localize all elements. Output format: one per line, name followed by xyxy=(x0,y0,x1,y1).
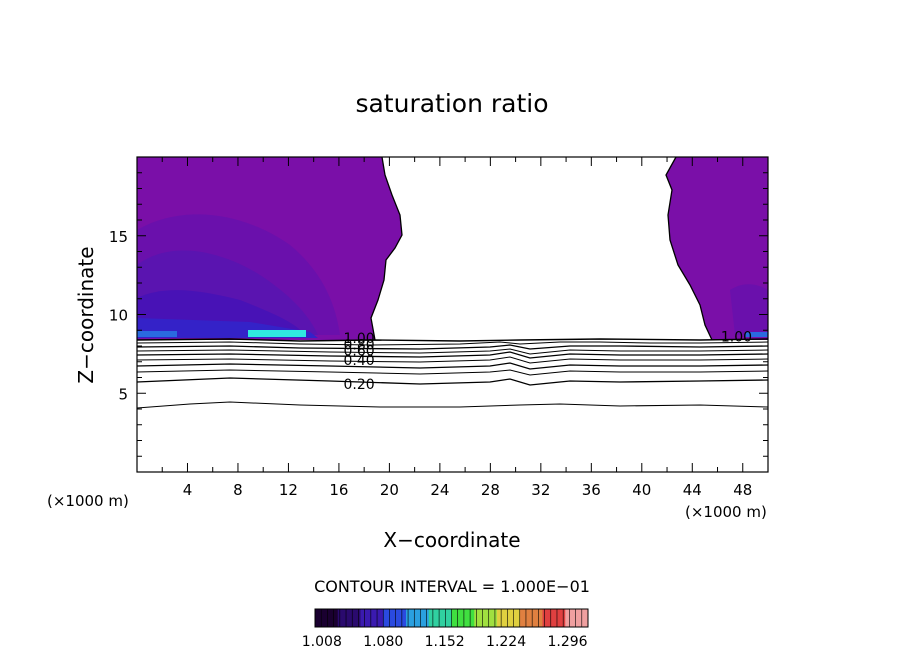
x-tick-label: 20 xyxy=(380,481,399,499)
x-tick-label: 40 xyxy=(632,481,651,499)
colorbar-swatch xyxy=(337,609,361,627)
contour-line xyxy=(136,341,769,346)
left-bright-streak-a xyxy=(137,331,177,337)
colorbar-tick-label: 1.152 xyxy=(425,634,465,650)
colorbar-swatch xyxy=(428,609,452,627)
colorbar-swatch xyxy=(406,609,430,627)
contour-line xyxy=(136,356,769,364)
contour-line xyxy=(136,348,769,355)
colorbar-tick-label: 1.296 xyxy=(547,634,587,650)
contour-label: 0.20 xyxy=(344,377,375,393)
axis-ticks xyxy=(137,157,768,472)
contour-fill-regions xyxy=(137,157,768,340)
x-tick-label: 8 xyxy=(233,481,243,499)
colorbar xyxy=(315,609,589,627)
x-tick-label: 16 xyxy=(329,481,348,499)
colorbar-swatch xyxy=(497,609,521,627)
right-boundary xyxy=(665,156,713,341)
contour-label: 0.40 xyxy=(344,353,375,369)
colorbar-swatch xyxy=(315,609,339,627)
saturation-boundary-lines xyxy=(370,156,713,341)
contour-line xyxy=(136,351,769,359)
x-tick-label: 48 xyxy=(733,481,752,499)
contour-line xyxy=(136,377,769,386)
contour-label: 0.60 xyxy=(344,344,375,360)
colorbar-swatch xyxy=(474,609,498,627)
x-tick-label: 36 xyxy=(582,481,601,499)
y-tick-label: 10 xyxy=(109,307,128,325)
colorbar-swatch xyxy=(519,609,543,627)
right-bright-streak xyxy=(745,332,768,337)
y-tick-label: 15 xyxy=(109,228,128,246)
colorbar-tick-label: 1.008 xyxy=(302,634,342,650)
x-tick-label: 12 xyxy=(279,481,298,499)
colorbar-swatch xyxy=(451,609,475,627)
contour-label: 1.00 xyxy=(721,330,752,346)
x-tick-label: 28 xyxy=(481,481,500,499)
x-unit-right: (×1000 m) xyxy=(685,503,767,521)
subsaturation-contour-lines xyxy=(136,338,769,409)
contour-line xyxy=(136,369,769,376)
contour-label: 0.80 xyxy=(344,337,375,353)
x-tick-label: 24 xyxy=(430,481,449,499)
colorbar-labels: 1.008 1.080 1.152 1.224 1.296 xyxy=(302,634,588,650)
right-mid-band xyxy=(730,284,768,335)
colorbar-frame xyxy=(314,608,589,628)
contour-labels: 1.000.800.600.400.201.00 xyxy=(344,330,753,393)
colorbar-tick-label: 1.080 xyxy=(363,634,403,650)
x-tick-label: 32 xyxy=(531,481,550,499)
x-unit-left: (×1000 m) xyxy=(47,492,129,510)
chart-title: saturation ratio xyxy=(355,89,548,118)
contour-line xyxy=(136,338,769,342)
left-boundary xyxy=(370,156,403,341)
contour-line xyxy=(136,344,769,350)
contour-interval-text: CONTOUR INTERVAL = 1.000E−01 xyxy=(314,577,590,596)
y-tick-label: 5 xyxy=(118,385,128,403)
x-tick-label: 44 xyxy=(683,481,702,499)
colorbar-tick-label: 1.224 xyxy=(486,634,526,650)
y-axis-label: Z−coordinate xyxy=(74,246,98,383)
colorbar-swatch xyxy=(360,609,384,627)
colorbar-swatch xyxy=(542,609,566,627)
colorbar-swatch xyxy=(565,609,589,627)
x-tick-label: 4 xyxy=(183,481,193,499)
contour-line xyxy=(136,401,769,409)
left-bright-streak-b xyxy=(248,330,306,337)
contour-label: 1.00 xyxy=(344,331,375,347)
contour-line xyxy=(136,362,769,370)
colorbar-swatch xyxy=(383,609,407,627)
x-axis-label: X−coordinate xyxy=(383,528,520,552)
